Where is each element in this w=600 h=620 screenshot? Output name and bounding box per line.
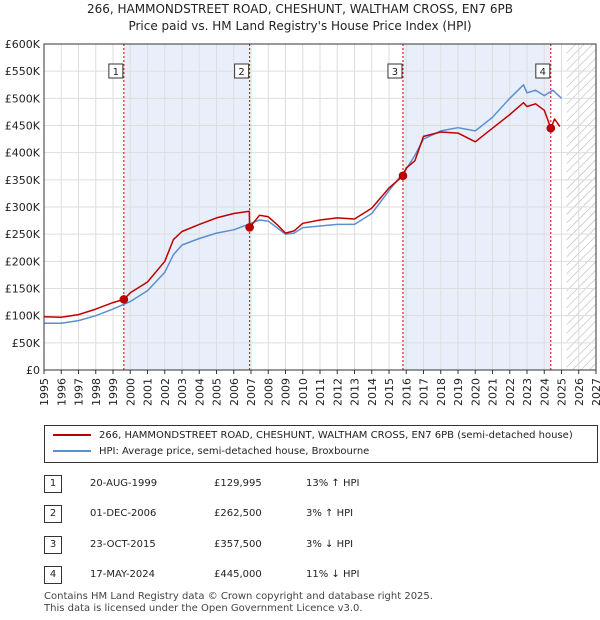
sale-point [546,123,556,133]
legend-label-property: 266, HAMMONDSTREET ROAD, CHESHUNT, WALTH… [99,430,573,441]
y-tick-label: £0 [26,364,40,377]
y-tick-label: £350K [5,174,41,187]
y-tick-label: £300K [5,201,41,214]
legend-item-property: 266, HAMMONDSTREET ROAD, CHESHUNT, WALTH… [53,428,573,444]
sale-date: 20-AUG-1999 [90,478,158,489]
sale-price: £262,500 [214,508,262,519]
sale-number-badge: 3 [44,536,62,554]
sale-label-box [108,63,124,79]
x-tick-label: 1998 [90,378,103,406]
x-tick-label: 2022 [504,378,517,406]
x-tick-label: 1996 [55,378,68,406]
hpi-line [44,84,563,325]
sale-number-badge: 2 [44,505,62,523]
sale-row: 4 17-MAY-2024 £445,000 11% ↓ HPI [44,565,584,585]
footer-license: This data is licensed under the Open Gov… [44,603,363,614]
sale-date: 17-MAY-2024 [90,569,156,580]
y-tick-label: £150K [5,283,41,296]
sale-price: £357,500 [214,539,262,550]
sale-price: £445,000 [214,569,262,580]
sale-price: £129,995 [214,478,262,489]
y-tick-label: £400K [5,147,41,160]
sale-row: 1 20-AUG-1999 £129,995 13% ↑ HPI [44,474,584,494]
y-tick-label: £500K [5,92,41,105]
x-tick-label: 2007 [245,378,258,406]
sale-number-badge: 4 [44,566,62,584]
legend-swatch-hpi [53,450,91,452]
x-tick-label: 2027 [590,378,600,406]
x-tick-label: 2002 [159,378,172,406]
sale-label-box [535,63,551,79]
y-tick-label: £50K [12,337,41,350]
x-tick-label: 2020 [469,378,482,406]
x-tick-label: 2008 [262,378,275,406]
sale-label: 2 [238,67,244,78]
x-tick-label: 2005 [211,378,224,406]
x-tick-label: 2015 [383,378,396,406]
sale-label: 4 [540,67,546,78]
sale-row: 2 01-DEC-2006 £262,500 3% ↑ HPI [44,504,584,524]
x-tick-label: 2025 [556,378,569,406]
x-tick-label: 2009 [280,378,293,406]
sale-hpi-change: 11% ↓ HPI [306,569,360,580]
x-tick-label: 2003 [176,378,189,406]
price-chart: 1 2 3 4 £0 £50K £100K £150K £200K £250K £300K £350… [5,38,600,406]
legend-label-hpi: HPI: Average price, semi-detached house,… [99,446,370,457]
sale-hpi-change: 3% ↑ HPI [306,508,354,519]
sale-point [119,295,129,304]
chart-subtitle: Price paid vs. HM Land Registry's House … [128,19,472,33]
sale-label: 3 [392,67,398,78]
x-tick-label: 2014 [366,378,379,406]
sale-date: 01-DEC-2006 [90,508,157,519]
y-tick-label: £450K [5,120,41,133]
legend: 266, HAMMONDSTREET ROAD, CHESHUNT, WALTH… [44,425,598,463]
sale-point [245,223,254,232]
x-tick-label: 2000 [124,378,137,406]
y-tick-label: £200K [5,255,41,268]
x-tick-label: 2023 [521,378,534,406]
footer-copyright: Contains HM Land Registry data © Crown c… [44,591,433,602]
x-tick-label: 1997 [73,378,86,406]
legend-swatch-property [53,434,91,436]
sale-point [398,171,408,181]
y-tick-label: £600K [5,38,41,51]
sale-number-badge: 1 [44,475,62,493]
legend-item-hpi: HPI: Average price, semi-detached house,… [53,444,369,460]
property-price-line [44,101,561,319]
sale-label: 1 [113,67,119,78]
x-tick-label: 2010 [297,378,310,406]
x-tick-label: 2024 [538,378,551,406]
x-tick-label: 2017 [418,378,431,406]
sale-hpi-change: 13% ↑ HPI [306,478,360,489]
sale-row: 3 23-OCT-2015 £357,500 3% ↓ HPI [44,535,584,555]
x-tick-label: 2004 [193,378,206,406]
x-tick-label: 2016 [400,378,413,406]
sale-label-box [234,63,250,79]
y-tick-label: £550K [5,65,41,78]
x-tick-label: 2021 [487,378,500,406]
sale-hpi-change: 3% ↓ HPI [306,539,354,550]
x-tick-label: 2012 [331,378,344,406]
x-tick-label: 2019 [452,378,465,406]
chart-title: 266, HAMMONDSTREET ROAD, CHESHUNT, WALTH… [86,2,514,16]
x-tick-label: 2018 [435,378,448,406]
x-tick-label: 2006 [228,378,241,406]
x-tick-label: 2001 [142,378,155,406]
x-tick-label: 2011 [314,378,327,406]
x-tick-label: 1999 [107,378,120,406]
y-tick-label: £100K [5,310,41,323]
sale-date: 23-OCT-2015 [90,539,156,550]
x-tick-label: 2013 [349,378,362,406]
sale-label-box [387,63,403,79]
x-tick-label: 2026 [573,378,586,406]
y-tick-label: £250K [5,228,41,241]
x-tick-label: 1995 [38,378,51,406]
